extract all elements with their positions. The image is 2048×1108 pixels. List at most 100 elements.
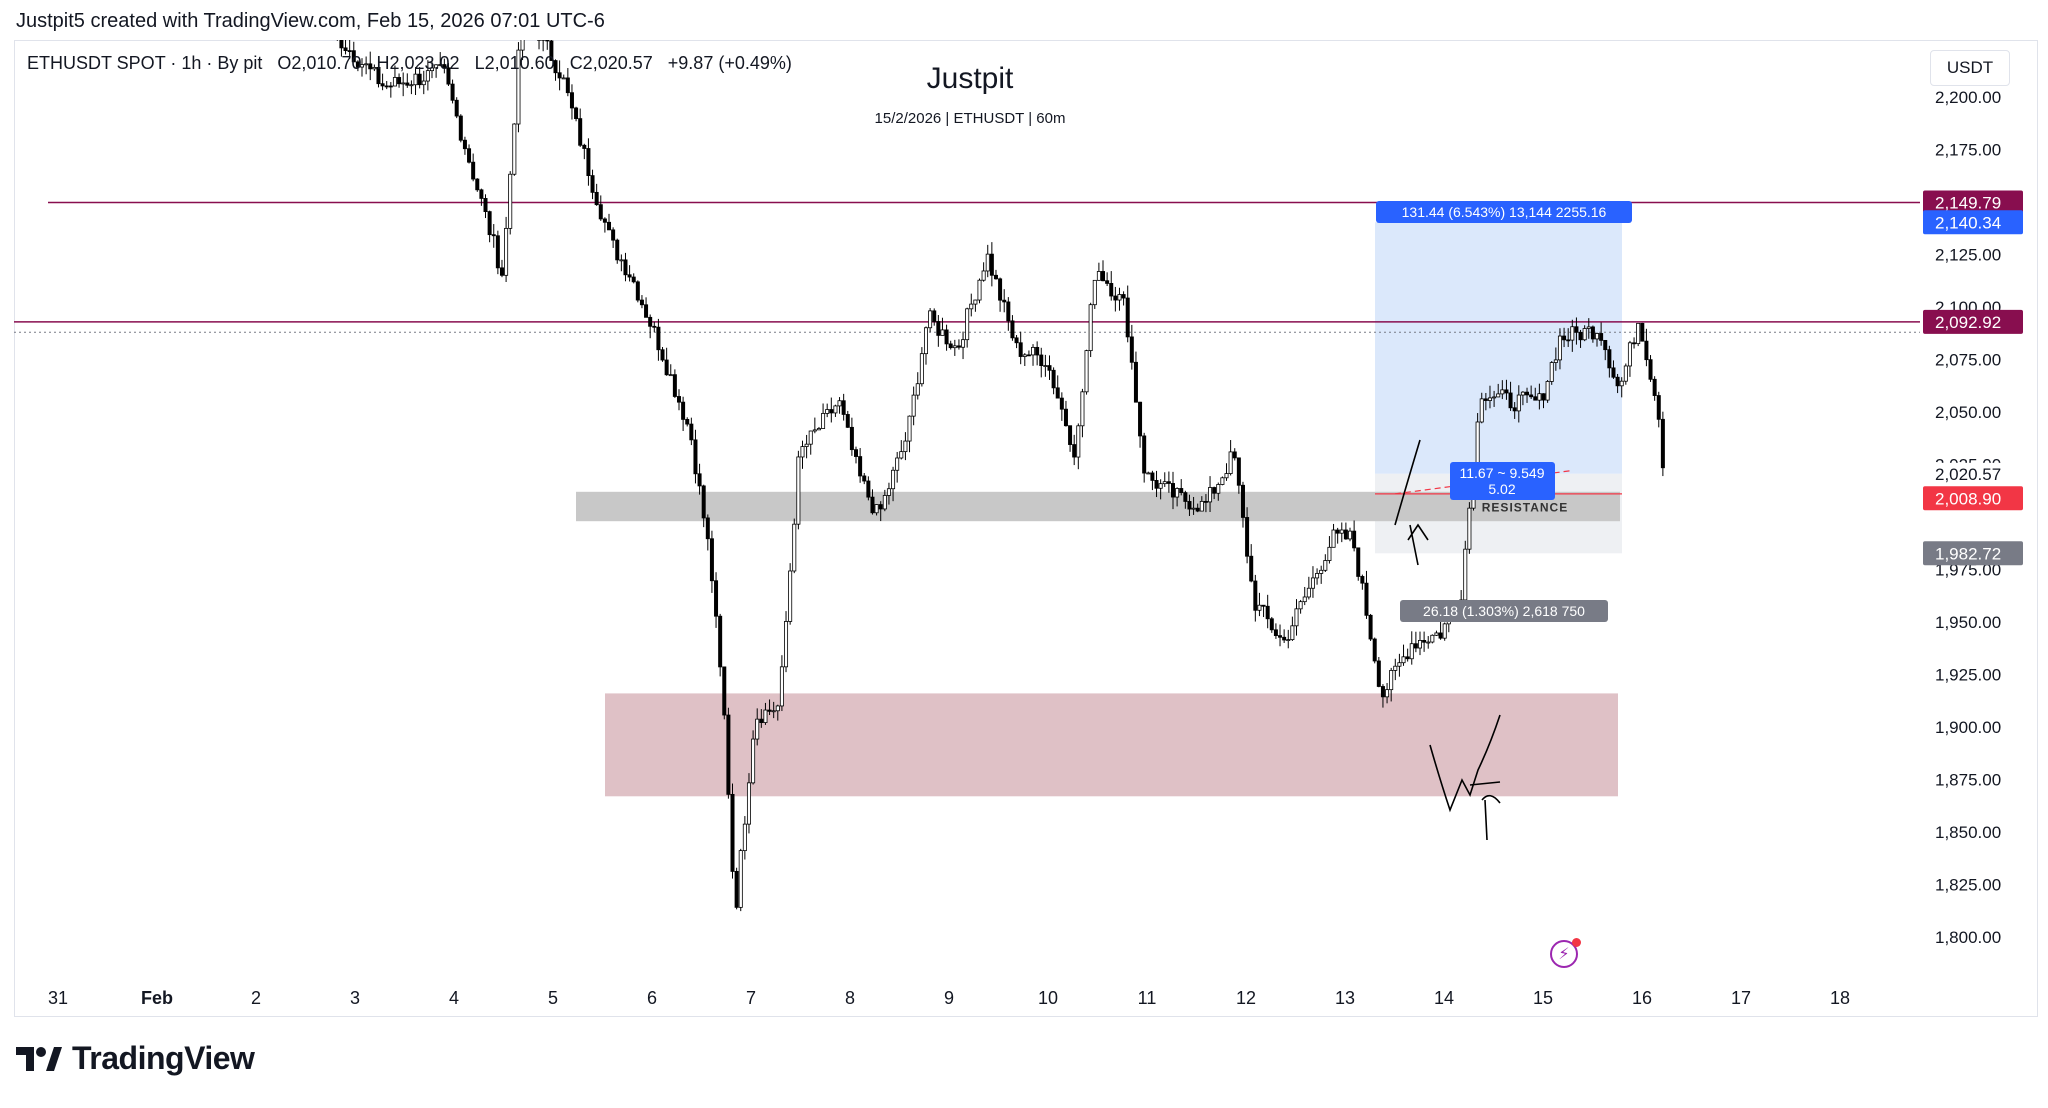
ohlc-open: O2,010.70 [277,53,362,73]
candle [541,40,546,52]
candle-body [491,234,496,237]
chart-title: Justpit [926,62,1014,95]
candle [438,52,443,67]
candle [1278,624,1283,647]
candle-body [1269,618,1274,631]
candle [1652,376,1657,401]
currency-button[interactable]: USDT [1930,50,2010,86]
candle-body [940,329,945,336]
candle-body [1278,635,1283,638]
candle-body [1302,596,1307,603]
candle-body [392,77,397,87]
candle-body [886,488,891,496]
candle [841,393,846,421]
candle [685,417,690,427]
candle-body [726,714,731,795]
candle-body [845,414,850,428]
x-tick-label: 7 [746,988,756,1008]
candle-body [891,469,896,490]
candle [652,321,657,333]
candle [845,410,850,428]
candle [1327,536,1332,564]
candle [1212,486,1217,500]
candle-body [648,316,653,327]
y-tick-label: 1,900.00 [1935,718,2001,737]
candle-body [479,189,484,199]
candle [1072,434,1077,466]
candle-body [1648,359,1653,380]
candle-body [1660,418,1665,469]
candle-body [339,40,344,49]
candle [644,297,649,318]
candle-body [615,239,620,261]
candle-body [1166,481,1171,484]
candle [714,572,719,628]
candle-body [709,538,714,582]
candle-body [1566,339,1571,342]
candle [549,40,554,61]
candle [594,183,599,206]
candle-body [779,666,784,707]
candle-body [1043,365,1048,367]
candle-body [948,343,953,349]
y-tick-label: 1,800.00 [1935,928,2001,947]
candle [1138,401,1143,448]
candle-body [1611,367,1616,378]
candle [392,65,397,87]
x-tick-label: 3 [350,988,360,1008]
tradingview-logo[interactable]: TradingView [16,1040,255,1077]
candle-body [376,66,381,85]
candle-body [1368,614,1373,640]
candle-body [985,253,990,272]
candle [479,188,484,206]
candle [499,259,504,278]
candle-body [380,83,385,87]
candle [545,40,550,50]
candle [529,0,532,24]
candle [919,347,924,387]
candle-body [841,400,846,415]
candle-body [1035,346,1040,356]
symbol-name[interactable]: ETHUSDT SPOT · 1h · By pit [27,53,263,73]
candle-body [664,359,669,376]
y-tick-label: 2,200.00 [1935,88,2001,107]
candle-body [619,259,624,262]
candle-body [360,64,365,68]
candle-body [319,24,322,31]
candle [952,339,957,356]
candle [1195,503,1200,513]
ratio-label-2: 5.02 [1488,481,1515,497]
candle [944,324,949,351]
candle-body [693,439,698,475]
candle [167,0,170,2]
candle [557,60,562,91]
brand-name: TradingView [72,1040,255,1076]
candle [1644,328,1649,367]
candle-body [816,428,821,431]
candle [1080,388,1085,438]
candle-body [327,26,330,32]
candle [1566,328,1571,347]
candle-body [590,175,595,193]
candle-body [372,66,377,70]
candle [1611,360,1616,379]
price-tag: 2,140.34 [1935,213,2001,232]
x-tick-label: 9 [944,988,954,1008]
hand-drawn-path-mark [1394,439,1421,526]
candle-body [525,3,528,4]
candle-body [1376,660,1381,687]
candle [726,707,731,799]
candle [388,82,393,98]
candle [1487,385,1492,409]
candle [1022,353,1027,367]
candle-body [1343,529,1348,540]
candle-body [1615,376,1620,387]
candle-body [1652,378,1657,396]
candle [1076,423,1081,470]
candle-body [1487,397,1492,401]
lightning-icon[interactable]: ⚡ [1550,940,1578,968]
candle-body [1022,354,1027,357]
candle [956,339,961,350]
candle-body [1578,331,1583,341]
